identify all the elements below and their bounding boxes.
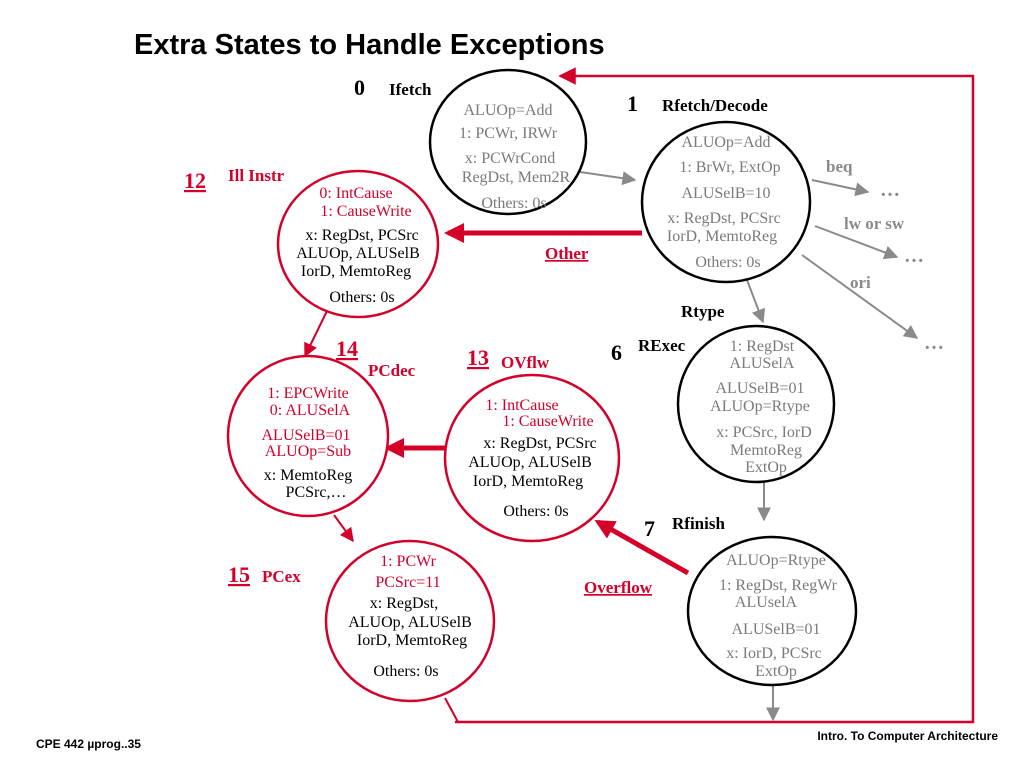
- ellipsis-ori: …: [924, 332, 944, 354]
- transition-label-overflow: Overflow: [584, 578, 653, 597]
- state-14-pcdec: 1: EPCWrite 0: ALUSelA ALUSelB=01 ALUOp=…: [226, 354, 390, 518]
- state-number: 15: [228, 562, 250, 587]
- footer-right: Intro. To Computer Architecture: [817, 729, 998, 743]
- transition-label-rtype: Rtype: [681, 302, 725, 321]
- state-line: Others: 0s: [695, 254, 760, 271]
- state-name: Ill Instr: [228, 166, 285, 185]
- state-line: Others: 0s: [481, 195, 546, 212]
- state-number: 6: [611, 340, 622, 365]
- state-number: 14: [336, 336, 358, 361]
- state-line: ALUSelB=10: [681, 185, 770, 202]
- ellipsis-beq: …: [880, 179, 900, 201]
- state-line: Others: 0s: [503, 503, 568, 520]
- state-line: RegDst, Mem2R: [462, 169, 571, 186]
- state-line: x: RegDst,: [370, 595, 438, 612]
- transition-label-beq: beq: [826, 157, 853, 176]
- arrow-ifetch-to-decode: [579, 171, 637, 186]
- state-13-ovflw: 1: IntCause 1: CauseWrite x: RegDst, PCS…: [443, 373, 621, 543]
- state-line: MemtoReg: [730, 442, 802, 459]
- state-line: x: PCSrc, IorD: [716, 424, 812, 441]
- state-name: OVflw: [501, 353, 550, 372]
- state-line: 1: RegDst, RegWr: [719, 577, 838, 594]
- state-line: ExtOp: [755, 663, 797, 680]
- arrow-rtype: [746, 279, 766, 324]
- state-7-rfinish: ALUOp=Rtype 1: RegDst, RegWr ALUselA ALU…: [686, 535, 858, 687]
- state-line: ALUOp=Add: [681, 134, 770, 151]
- state-line: ALUselA: [735, 594, 798, 611]
- state-line: IorD, MemtoReg: [357, 632, 467, 649]
- state-line: 0: IntCause: [319, 185, 392, 202]
- state-line: x: RegDst, PCSrc: [483, 435, 596, 452]
- state-number: 1: [627, 91, 638, 116]
- state-line: Others: 0s: [329, 289, 394, 306]
- state-number: 7: [644, 516, 655, 541]
- state-line: ALUOp, ALUSelB: [468, 454, 592, 471]
- arrow-lw-sw: [814, 225, 899, 260]
- state-line: ExtOp: [745, 459, 787, 476]
- state-line: IorD, MemtoReg: [473, 473, 583, 490]
- state-name: RExec: [638, 336, 686, 355]
- ellipsis-lw-sw: …: [904, 245, 924, 267]
- state-6-rexec: 1: RegDst ALUSelA ALUSelB=01 ALUOp=Rtype…: [676, 324, 836, 484]
- footer-left: CPE 442 µprog..35: [36, 737, 141, 751]
- state-line: ALUOp, ALUSelB: [296, 245, 420, 262]
- state-line: 1: RegDst: [730, 338, 795, 355]
- state-line: x: RegDst, PCSrc: [305, 227, 418, 244]
- page-title: Extra States to Handle Exceptions: [134, 29, 605, 61]
- arrow-illinstr-to-pcdec: [304, 310, 328, 358]
- state-line: ALUSelB=01: [715, 380, 804, 397]
- state-15-pcex: 1: PCWr PCSrc=11 x: RegDst, ALUOp, ALUSe…: [324, 539, 496, 703]
- arrow-pcex-down: [444, 697, 459, 723]
- state-line: x: IorD, PCSrc: [726, 645, 822, 662]
- state-name: PCex: [262, 567, 301, 586]
- arrow-pcdec-to-pcex: [333, 514, 354, 543]
- state-name: Rfetch/Decode: [662, 96, 768, 115]
- state-line: 1: IntCause: [485, 397, 558, 414]
- transition-label-ori: ori: [850, 273, 871, 292]
- state-line: IorD, MemtoReg: [301, 263, 411, 280]
- transition-label-lw-sw: lw or sw: [844, 214, 905, 233]
- state-line: 0: ALUSelA: [270, 402, 351, 419]
- state-number: 12: [184, 168, 206, 193]
- state-number: 0: [354, 75, 365, 100]
- state-line: PCSrc=11: [375, 574, 440, 591]
- state-0-ifetch: ALUOp=Add 1: PCWr, IRWr x: PCWrCond RegD…: [428, 68, 588, 216]
- state-line: 1: EPCWrite: [267, 385, 349, 402]
- state-line: 1: BrWr, ExtOp: [679, 159, 780, 176]
- arrow-overflow: [594, 519, 690, 576]
- state-line: x: MemtoReg: [264, 467, 352, 484]
- state-line: ALUOp=Add: [463, 102, 552, 119]
- state-line: ALUOp=Rtype: [726, 552, 826, 569]
- state-number: 13: [467, 345, 489, 370]
- state-12-ill-instr: 0: IntCause 1: CauseWrite x: RegDst, PCS…: [276, 169, 440, 319]
- state-line: ALUOp, ALUSelB: [348, 614, 472, 631]
- state-line: ALUSelB=01: [261, 427, 350, 444]
- state-name: Rfinish: [672, 514, 725, 533]
- state-line: ALUSelB=01: [731, 621, 820, 638]
- state-line: 1: CauseWrite: [502, 413, 593, 430]
- state-line: PCSrc,…: [286, 484, 347, 501]
- state-line: x: PCWrCond: [465, 150, 555, 167]
- state-line: IorD, MemtoReg: [667, 228, 777, 245]
- state-name: PCdec: [368, 361, 416, 380]
- arrow-beq: [811, 179, 870, 197]
- state-name: Ifetch: [389, 80, 432, 99]
- state-line: 1: PCWr: [380, 553, 436, 570]
- state-line: 1: PCWr, IRWr: [459, 125, 558, 142]
- transition-label-other: Other: [545, 244, 589, 263]
- state-line: ALUSelA: [730, 355, 795, 372]
- state-line: ALUOp=Rtype: [710, 398, 810, 415]
- state-line: 1: CauseWrite: [320, 203, 411, 220]
- state-line: Others: 0s: [373, 663, 438, 680]
- state-1-rfetch-decode: ALUOp=Add 1: BrWr, ExtOp ALUSelB=10 x: R…: [640, 120, 812, 284]
- return-to-ifetch-arrow: [455, 67, 975, 724]
- arrow-ori: [801, 254, 919, 339]
- state-line: ALUOp=Sub: [265, 443, 351, 460]
- state-line: x: RegDst, PCSrc: [667, 210, 780, 227]
